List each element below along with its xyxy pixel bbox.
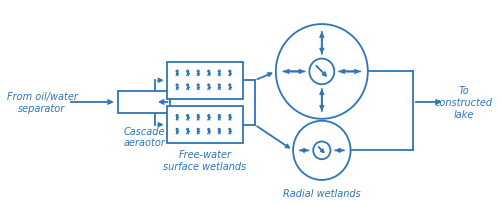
Circle shape [198,85,199,87]
Circle shape [176,129,178,131]
Circle shape [208,115,210,117]
Bar [166,62,243,99]
Circle shape [208,71,210,73]
Bar [166,107,243,144]
Circle shape [198,129,199,131]
Circle shape [208,129,210,131]
Circle shape [187,115,188,117]
Text: Cascade
aeraotor: Cascade aeraotor [123,126,165,147]
Circle shape [218,71,220,73]
Circle shape [229,85,230,87]
Bar [118,92,171,113]
Circle shape [187,71,188,73]
Circle shape [198,71,199,73]
Text: From oil/water
separator: From oil/water separator [6,92,78,113]
Circle shape [176,85,178,87]
Circle shape [176,115,178,117]
Text: Free-water
surface wetlands: Free-water surface wetlands [164,150,246,171]
Circle shape [218,85,220,87]
Text: Radial wetlands: Radial wetlands [283,188,360,198]
Circle shape [176,71,178,73]
Circle shape [198,115,199,117]
Circle shape [187,129,188,131]
Circle shape [229,71,230,73]
Circle shape [218,115,220,117]
Circle shape [218,129,220,131]
Circle shape [229,129,230,131]
Circle shape [187,85,188,87]
Text: To
constructed
lake: To constructed lake [434,86,492,119]
Circle shape [229,115,230,117]
Circle shape [208,85,210,87]
